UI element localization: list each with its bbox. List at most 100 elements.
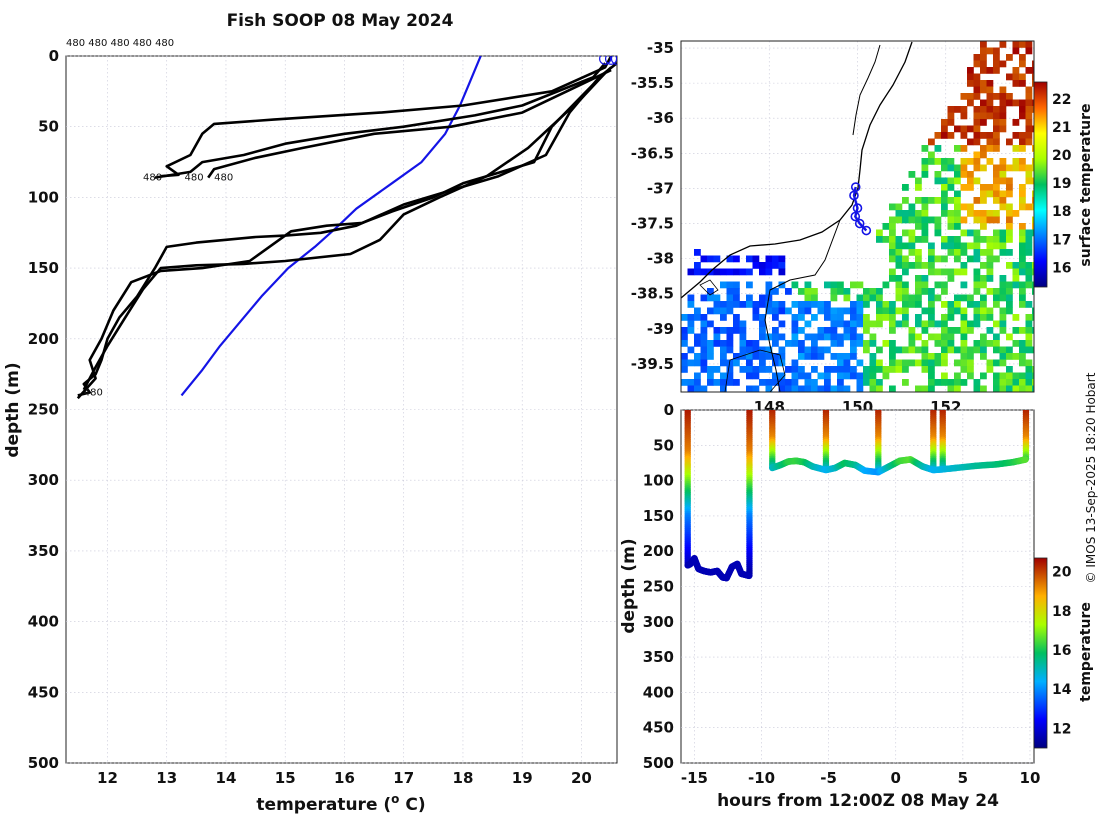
sst-cell <box>986 190 994 198</box>
sst-cell <box>902 307 909 315</box>
sst-cell <box>921 366 929 373</box>
sst-cell <box>1025 138 1033 146</box>
sst-cell <box>993 288 1000 295</box>
sst-cell <box>999 164 1007 172</box>
sst-cell <box>999 379 1007 386</box>
sst-cell <box>1019 346 1026 354</box>
sst-cell <box>778 346 786 354</box>
sst-cell <box>707 340 714 347</box>
sst-cell <box>941 190 948 198</box>
sst-cell <box>908 236 916 243</box>
sst-cell <box>999 197 1007 204</box>
sst-cell <box>837 372 844 380</box>
sst-cell <box>707 372 714 380</box>
sst-cell <box>921 281 929 289</box>
sst-cell <box>824 307 831 315</box>
sst-cell <box>973 164 981 172</box>
sst-cell <box>993 340 1000 347</box>
sst-cell <box>993 125 1000 133</box>
sst-cell <box>759 327 766 334</box>
sst-cell <box>902 210 909 217</box>
sst-cell <box>928 138 935 146</box>
sst-cell <box>843 333 851 341</box>
sst-cell <box>960 216 968 224</box>
sst-cell <box>941 346 948 354</box>
sst-cell <box>1006 229 1013 237</box>
sst-cell <box>739 268 747 276</box>
sst-cell <box>954 346 961 354</box>
sst-cell <box>960 203 968 211</box>
sst-cell <box>830 288 838 295</box>
sst-cell <box>752 353 760 360</box>
sst-cell <box>1032 99 1034 107</box>
sst-cell <box>889 216 896 224</box>
sst-cell <box>960 366 968 373</box>
sst-cell <box>1025 301 1033 308</box>
sst-cell <box>973 60 981 68</box>
sst-cell <box>999 106 1007 113</box>
surface-temperature-map: -35 -35.5 -36 -36.5 -37 -37.5 -38 -38.5 -39 -39.5… <box>631 39 1094 416</box>
sst-cell <box>869 379 877 386</box>
sst-cell <box>1012 210 1020 217</box>
sst-cell <box>1006 379 1013 386</box>
ytick-label: 150 <box>28 259 59 277</box>
sst-cell <box>954 125 961 133</box>
sst-cell <box>941 177 948 185</box>
sst-cell <box>960 112 968 120</box>
sst-cell <box>967 73 974 81</box>
sst-cell <box>986 216 994 224</box>
section-colorbar <box>1033 557 1048 749</box>
sst-cell <box>967 242 974 250</box>
sst-cell <box>1006 93 1013 100</box>
sst-cell <box>720 359 727 367</box>
sst-cell <box>1032 106 1034 113</box>
sst-cell <box>895 281 903 289</box>
sst-cell <box>720 314 727 321</box>
sst-cell <box>791 385 799 392</box>
sst-cell <box>980 275 987 282</box>
sst-cell <box>980 47 987 55</box>
sst-cell <box>772 379 779 386</box>
sst-cell <box>960 320 968 328</box>
sst-cell <box>973 249 981 256</box>
sst-cell <box>928 242 935 250</box>
sst-cell <box>746 359 753 367</box>
sst-cell <box>960 268 968 276</box>
sst-cell <box>837 366 844 373</box>
sst-cell <box>752 340 760 347</box>
label-480: 480 <box>184 172 203 183</box>
sst-cell <box>928 249 935 256</box>
sst-cell <box>876 385 883 392</box>
sst-cell <box>1025 333 1033 341</box>
sst-cell <box>928 314 935 321</box>
sst-cell <box>941 372 948 380</box>
sst-cell <box>967 320 974 328</box>
sst-cell <box>694 353 701 360</box>
sst-cell <box>928 268 935 276</box>
sst-cell <box>804 346 812 354</box>
sst-cell <box>1006 184 1013 191</box>
sst-cell <box>681 340 688 347</box>
ytick-label: 250 <box>28 401 59 419</box>
sst-cell <box>1019 353 1026 360</box>
sst-cell <box>895 288 903 295</box>
sst-cell <box>1012 73 1020 81</box>
sst-cell <box>843 288 851 295</box>
sst-cell <box>1019 41 1026 48</box>
sst-cell <box>1032 366 1034 373</box>
sst-cell <box>1012 67 1020 74</box>
sst-cell <box>895 366 903 373</box>
sst-cell <box>941 164 948 172</box>
sst-cell <box>889 327 896 334</box>
sst-cell <box>739 340 747 347</box>
sst-cell <box>967 366 974 373</box>
sst-cell <box>967 353 974 360</box>
sst-cell <box>980 333 987 341</box>
section-colorbar-tick: 20 <box>1052 565 1072 581</box>
sst-cell <box>687 346 695 354</box>
sst-cell <box>778 379 786 386</box>
sst-cell <box>1019 372 1026 380</box>
sst-cell <box>720 268 727 276</box>
sst-cell <box>759 301 766 308</box>
sst-cell <box>1006 281 1013 289</box>
